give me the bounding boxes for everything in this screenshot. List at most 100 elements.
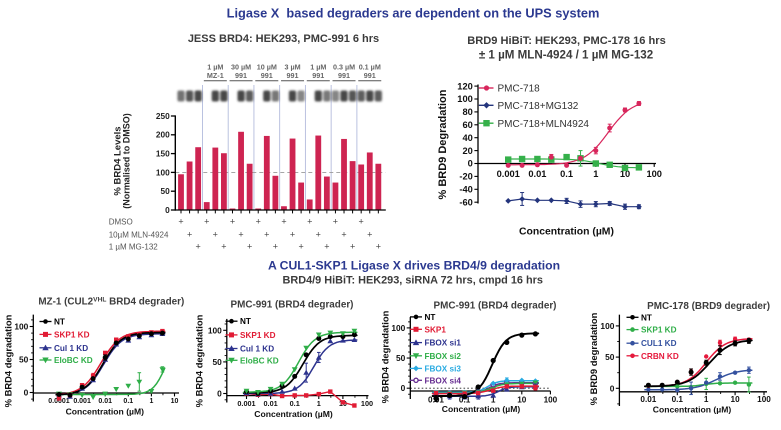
svg-text:100: 100 — [757, 395, 771, 404]
svg-text:0.001: 0.001 — [73, 398, 91, 405]
svg-text:+: + — [247, 242, 252, 252]
svg-text:991: 991 — [261, 71, 273, 80]
svg-text:Concentration (µM): Concentration (µM) — [442, 404, 521, 414]
svg-text:100: 100 — [156, 167, 170, 177]
svg-text:+: + — [298, 242, 303, 252]
svg-text:% BRD4 degradation: % BRD4 degradation — [380, 310, 391, 403]
svg-text:10: 10 — [517, 395, 527, 404]
svg-text:SKP1: SKP1 — [425, 325, 447, 334]
svg-text:MZ-1 (CUL2VHL BRD4 degrader): MZ-1 (CUL2VHL BRD4 degrader) — [38, 296, 184, 308]
svg-text:(Normalised to DMSO): (Normalised to DMSO) — [122, 113, 132, 209]
svg-text:EloBC KD: EloBC KD — [54, 356, 93, 365]
svg-text:0.1: 0.1 — [123, 398, 133, 405]
svg-text:+: + — [273, 242, 278, 252]
svg-text:NT: NT — [425, 313, 436, 322]
svg-text:FBOX si2: FBOX si2 — [425, 352, 462, 361]
svg-text:SKP1 KD: SKP1 KD — [240, 331, 276, 340]
svg-text:100: 100 — [646, 169, 662, 179]
svg-text:SKP1 KD: SKP1 KD — [54, 330, 90, 339]
svg-text:0: 0 — [24, 388, 29, 398]
svg-text:+: + — [290, 230, 295, 240]
svg-text:30 µM: 30 µM — [231, 63, 251, 72]
svg-text:100: 100 — [391, 323, 405, 333]
svg-text:Ligase X based degraders are: Ligase X based degraders are dependent o… — [227, 6, 600, 21]
svg-text:Concentration (µM): Concentration (µM) — [653, 405, 732, 415]
svg-text:% BRD4 degradation: % BRD4 degradation — [3, 314, 14, 407]
svg-text:-40: -40 — [459, 185, 472, 195]
svg-text:150: 150 — [156, 149, 170, 159]
svg-text:0.01: 0.01 — [98, 398, 112, 405]
svg-text:100: 100 — [457, 94, 473, 104]
svg-text:+: + — [230, 217, 235, 227]
svg-text:1 µM: 1 µM — [207, 63, 223, 72]
svg-text:FBOX si1: FBOX si1 — [425, 339, 462, 348]
svg-text:0.01: 0.01 — [640, 395, 656, 404]
svg-text:50: 50 — [396, 353, 406, 363]
svg-text:100: 100 — [361, 399, 373, 408]
svg-text:10µM MLN-4924: 10µM MLN-4924 — [109, 231, 169, 240]
svg-text:1: 1 — [593, 169, 598, 179]
svg-text:1: 1 — [491, 395, 496, 404]
svg-text:+: + — [196, 242, 201, 252]
svg-text:250: 250 — [156, 111, 170, 121]
svg-text:1 µM MG-132: 1 µM MG-132 — [109, 243, 159, 252]
svg-text:Cul 1 KD: Cul 1 KD — [54, 344, 88, 353]
svg-text:% BRD9 degradation: % BRD9 degradation — [588, 312, 599, 405]
svg-text:+: + — [256, 217, 261, 227]
svg-text:PMC-718+MG132: PMC-718+MG132 — [498, 101, 579, 112]
svg-text:SKP1 KD: SKP1 KD — [641, 326, 677, 335]
svg-text:+: + — [359, 217, 364, 227]
svg-text:0.1: 0.1 — [459, 395, 471, 404]
svg-text:Cul 1 KD: Cul 1 KD — [240, 345, 274, 354]
svg-text:200: 200 — [156, 130, 170, 140]
svg-text:1: 1 — [149, 398, 153, 405]
svg-text:0.1: 0.1 — [560, 169, 573, 179]
svg-text:100: 100 — [208, 325, 222, 335]
svg-text:CRBN KD: CRBN KD — [641, 352, 679, 361]
svg-text:+: + — [178, 217, 183, 227]
svg-text:+: + — [307, 217, 312, 227]
svg-text:20: 20 — [462, 146, 472, 156]
svg-text:1 µM: 1 µM — [310, 63, 326, 72]
svg-text:JESS BRD4: HEK293, PMC-991 6 h: JESS BRD4: HEK293, PMC-991 6 hrs — [188, 33, 379, 45]
svg-text:100: 100 — [544, 395, 558, 404]
svg-text:FBOX si4: FBOX si4 — [425, 376, 462, 385]
svg-text:10: 10 — [171, 398, 179, 405]
svg-text:+: + — [367, 230, 372, 240]
svg-text:Concentration (µM): Concentration (µM) — [254, 409, 333, 419]
svg-text:NT: NT — [240, 317, 251, 326]
svg-text:-60: -60 — [459, 197, 472, 207]
svg-text:0.0001: 0.0001 — [48, 398, 70, 405]
svg-text:Concentration (µM): Concentration (µM) — [66, 407, 145, 417]
svg-text:80: 80 — [462, 107, 472, 117]
svg-text:0.01: 0.01 — [263, 399, 277, 408]
svg-text:+: + — [341, 230, 346, 240]
svg-text:PMC-178 (BRD9 degrader): PMC-178 (BRD9 degrader) — [647, 301, 770, 312]
svg-text:% BRD9 Degradation: % BRD9 Degradation — [437, 89, 449, 199]
svg-text:PMC-991 (BRD4 degrader): PMC-991 (BRD4 degrader) — [434, 301, 557, 312]
svg-text:+: + — [213, 230, 218, 240]
svg-text:PMC-991 (BRD4 degrader): PMC-991 (BRD4 degrader) — [231, 300, 354, 311]
svg-text:10: 10 — [731, 395, 741, 404]
svg-text:PMC-718: PMC-718 — [498, 84, 541, 95]
svg-text:50: 50 — [160, 186, 170, 196]
svg-text:10: 10 — [620, 169, 630, 179]
svg-text:+: + — [350, 242, 355, 252]
svg-text:+: + — [376, 242, 381, 252]
svg-text:0: 0 — [468, 159, 473, 169]
svg-text:0.1: 0.1 — [290, 399, 300, 408]
svg-text:120: 120 — [457, 81, 473, 91]
svg-text:CUL1 KD: CUL1 KD — [641, 339, 677, 348]
svg-text:PMC-718+MLN4924: PMC-718+MLN4924 — [498, 119, 590, 130]
svg-text:991: 991 — [312, 71, 324, 80]
svg-text:% BRD4 degradation: % BRD4 degradation — [194, 314, 205, 407]
svg-text:50: 50 — [605, 352, 615, 362]
svg-text:+: + — [187, 230, 192, 240]
svg-text:+: + — [333, 217, 338, 227]
svg-text:100: 100 — [600, 321, 614, 331]
svg-text:0: 0 — [610, 383, 615, 393]
svg-text:1: 1 — [317, 399, 321, 408]
svg-text:± 1 µM MLN-4924 / 1 µM MG-132: ± 1 µM MLN-4924 / 1 µM MG-132 — [479, 49, 653, 62]
svg-text:Concentration (µM): Concentration (µM) — [519, 227, 614, 238]
svg-text:EloBC KD: EloBC KD — [240, 356, 279, 365]
